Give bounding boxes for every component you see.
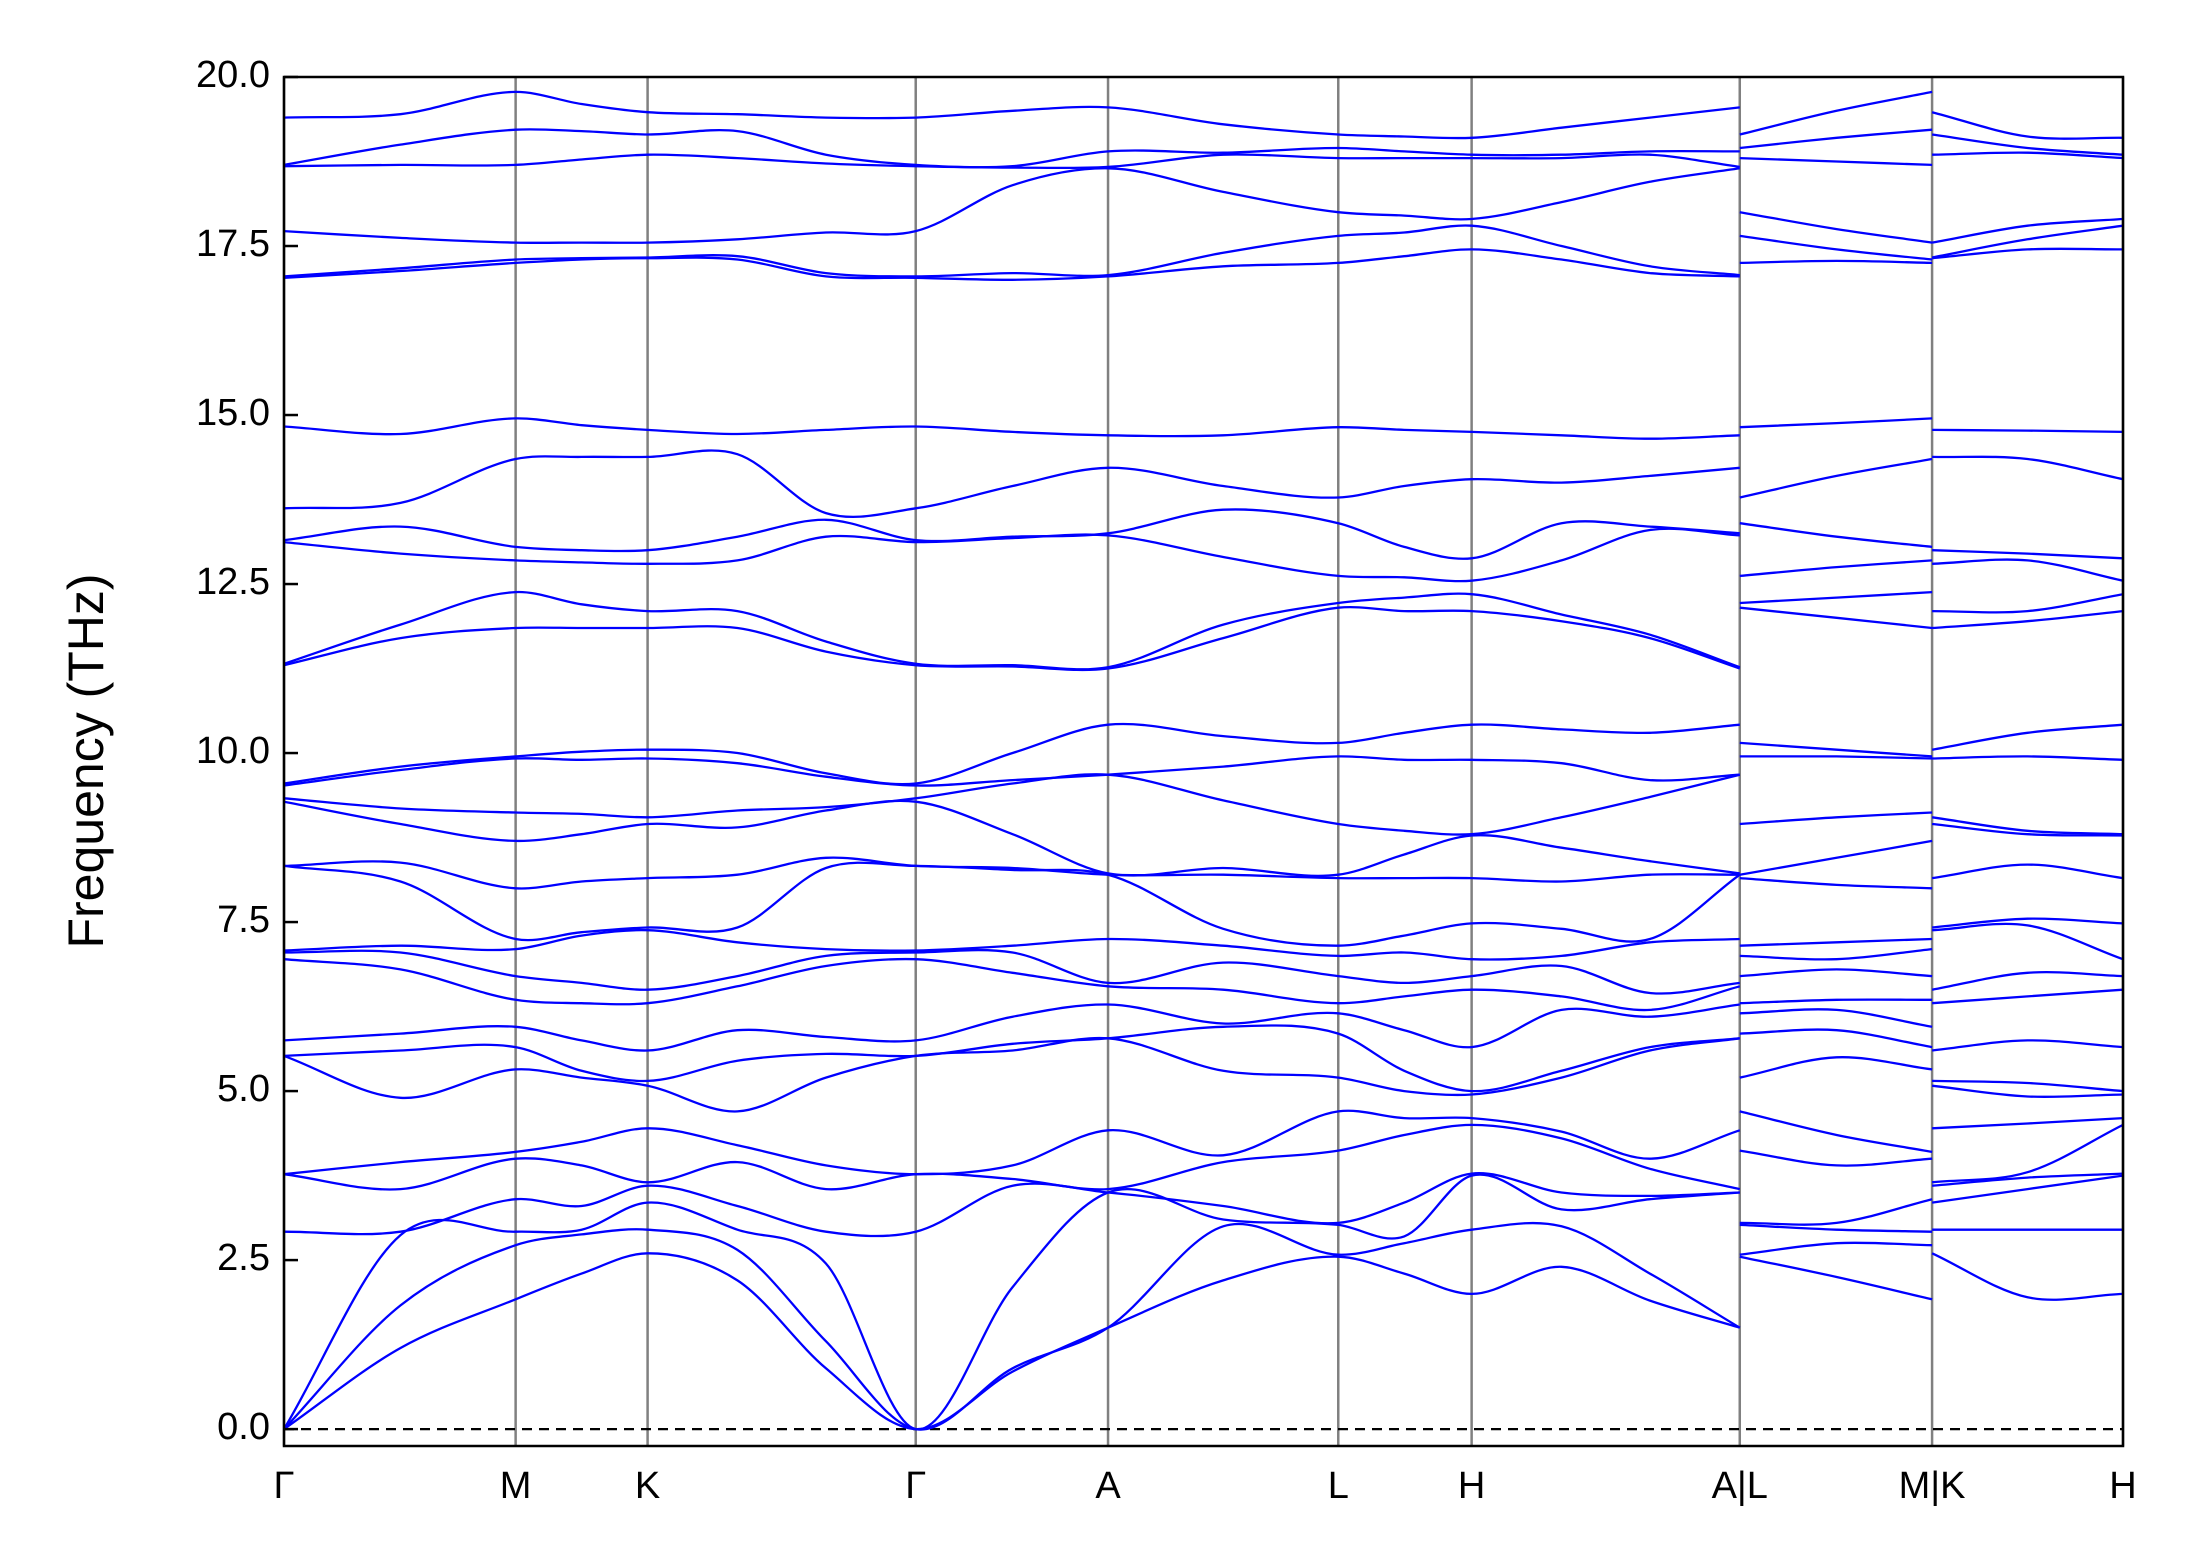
band-line	[284, 773, 2123, 836]
band-line	[284, 861, 2123, 947]
band-line	[284, 1252, 2123, 1431]
bands-layer	[284, 90, 2123, 1431]
band-line	[284, 508, 2123, 560]
band-line	[284, 922, 2123, 961]
band-line	[284, 449, 2123, 519]
y-tick-label: 2.5	[217, 1237, 270, 1279]
x-tick-label: H	[1458, 1465, 1485, 1507]
axes-layer: Γ M K Γ A L H A|L M|K H 0.0 2.5 5.0 7.5 10.0 12.5 15.0 17…	[196, 54, 2137, 1507]
y-tick-label: 15.0	[196, 392, 270, 434]
x-tick-label: Γ	[905, 1465, 926, 1507]
x-tick-label: M	[500, 1465, 532, 1507]
y-tick-label: 17.5	[196, 223, 270, 265]
x-tick-label: A|L	[1712, 1465, 1768, 1507]
x-tick-label: Γ	[274, 1465, 295, 1507]
band-line	[284, 605, 2123, 672]
band-line	[284, 224, 2123, 278]
x-tick-label: M|K	[1899, 1465, 1966, 1507]
band-line	[284, 590, 2123, 671]
x-tick-label: L	[1328, 1465, 1349, 1507]
y-tick-label: 20.0	[196, 54, 270, 96]
y-tick-label: 0.0	[217, 1406, 270, 1448]
band-line	[284, 1109, 2123, 1176]
x-tick-label: H	[2109, 1465, 2136, 1507]
y-tick-label: 5.0	[217, 1068, 270, 1110]
band-line	[284, 247, 2123, 281]
band-line	[284, 1221, 2123, 1431]
band-line	[284, 948, 2123, 995]
band-line	[284, 957, 2123, 1012]
plot-frame	[282, 75, 2125, 1448]
band-line	[284, 1036, 2123, 1113]
band-line	[284, 856, 2123, 890]
band-line	[284, 1172, 2123, 1238]
band-line	[284, 1123, 2123, 1191]
y-axis-label: Frequency (THz)	[58, 573, 114, 948]
band-line	[284, 151, 2123, 170]
band-line	[284, 128, 2123, 169]
band-line	[284, 90, 2123, 140]
y-tick-label: 12.5	[196, 561, 270, 603]
band-line	[284, 722, 2123, 786]
band-line	[284, 527, 2123, 583]
band-line	[284, 755, 2123, 787]
band-line	[284, 417, 2123, 440]
x-tick-label: A	[1095, 1465, 1121, 1507]
band-line	[284, 799, 2123, 878]
y-tick-label: 10.0	[196, 730, 270, 772]
y-tick-label: 7.5	[217, 899, 270, 941]
band-line	[284, 1024, 2123, 1093]
band-line	[284, 1173, 2123, 1431]
band-line	[284, 167, 2123, 244]
x-tick-label: K	[635, 1465, 660, 1507]
band-line	[284, 1003, 2123, 1052]
